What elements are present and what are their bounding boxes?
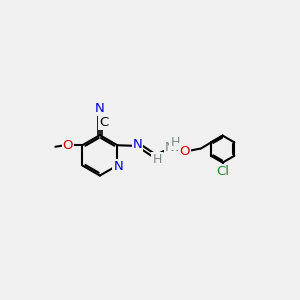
Text: H: H <box>152 153 162 166</box>
Text: N: N <box>165 141 175 154</box>
Text: Cl: Cl <box>216 165 229 178</box>
Text: O: O <box>179 145 190 158</box>
Text: N: N <box>133 138 142 151</box>
Text: O: O <box>63 139 73 152</box>
Text: H: H <box>170 136 180 149</box>
Text: C: C <box>100 116 109 129</box>
Text: N: N <box>113 160 123 173</box>
Text: N: N <box>95 102 105 115</box>
